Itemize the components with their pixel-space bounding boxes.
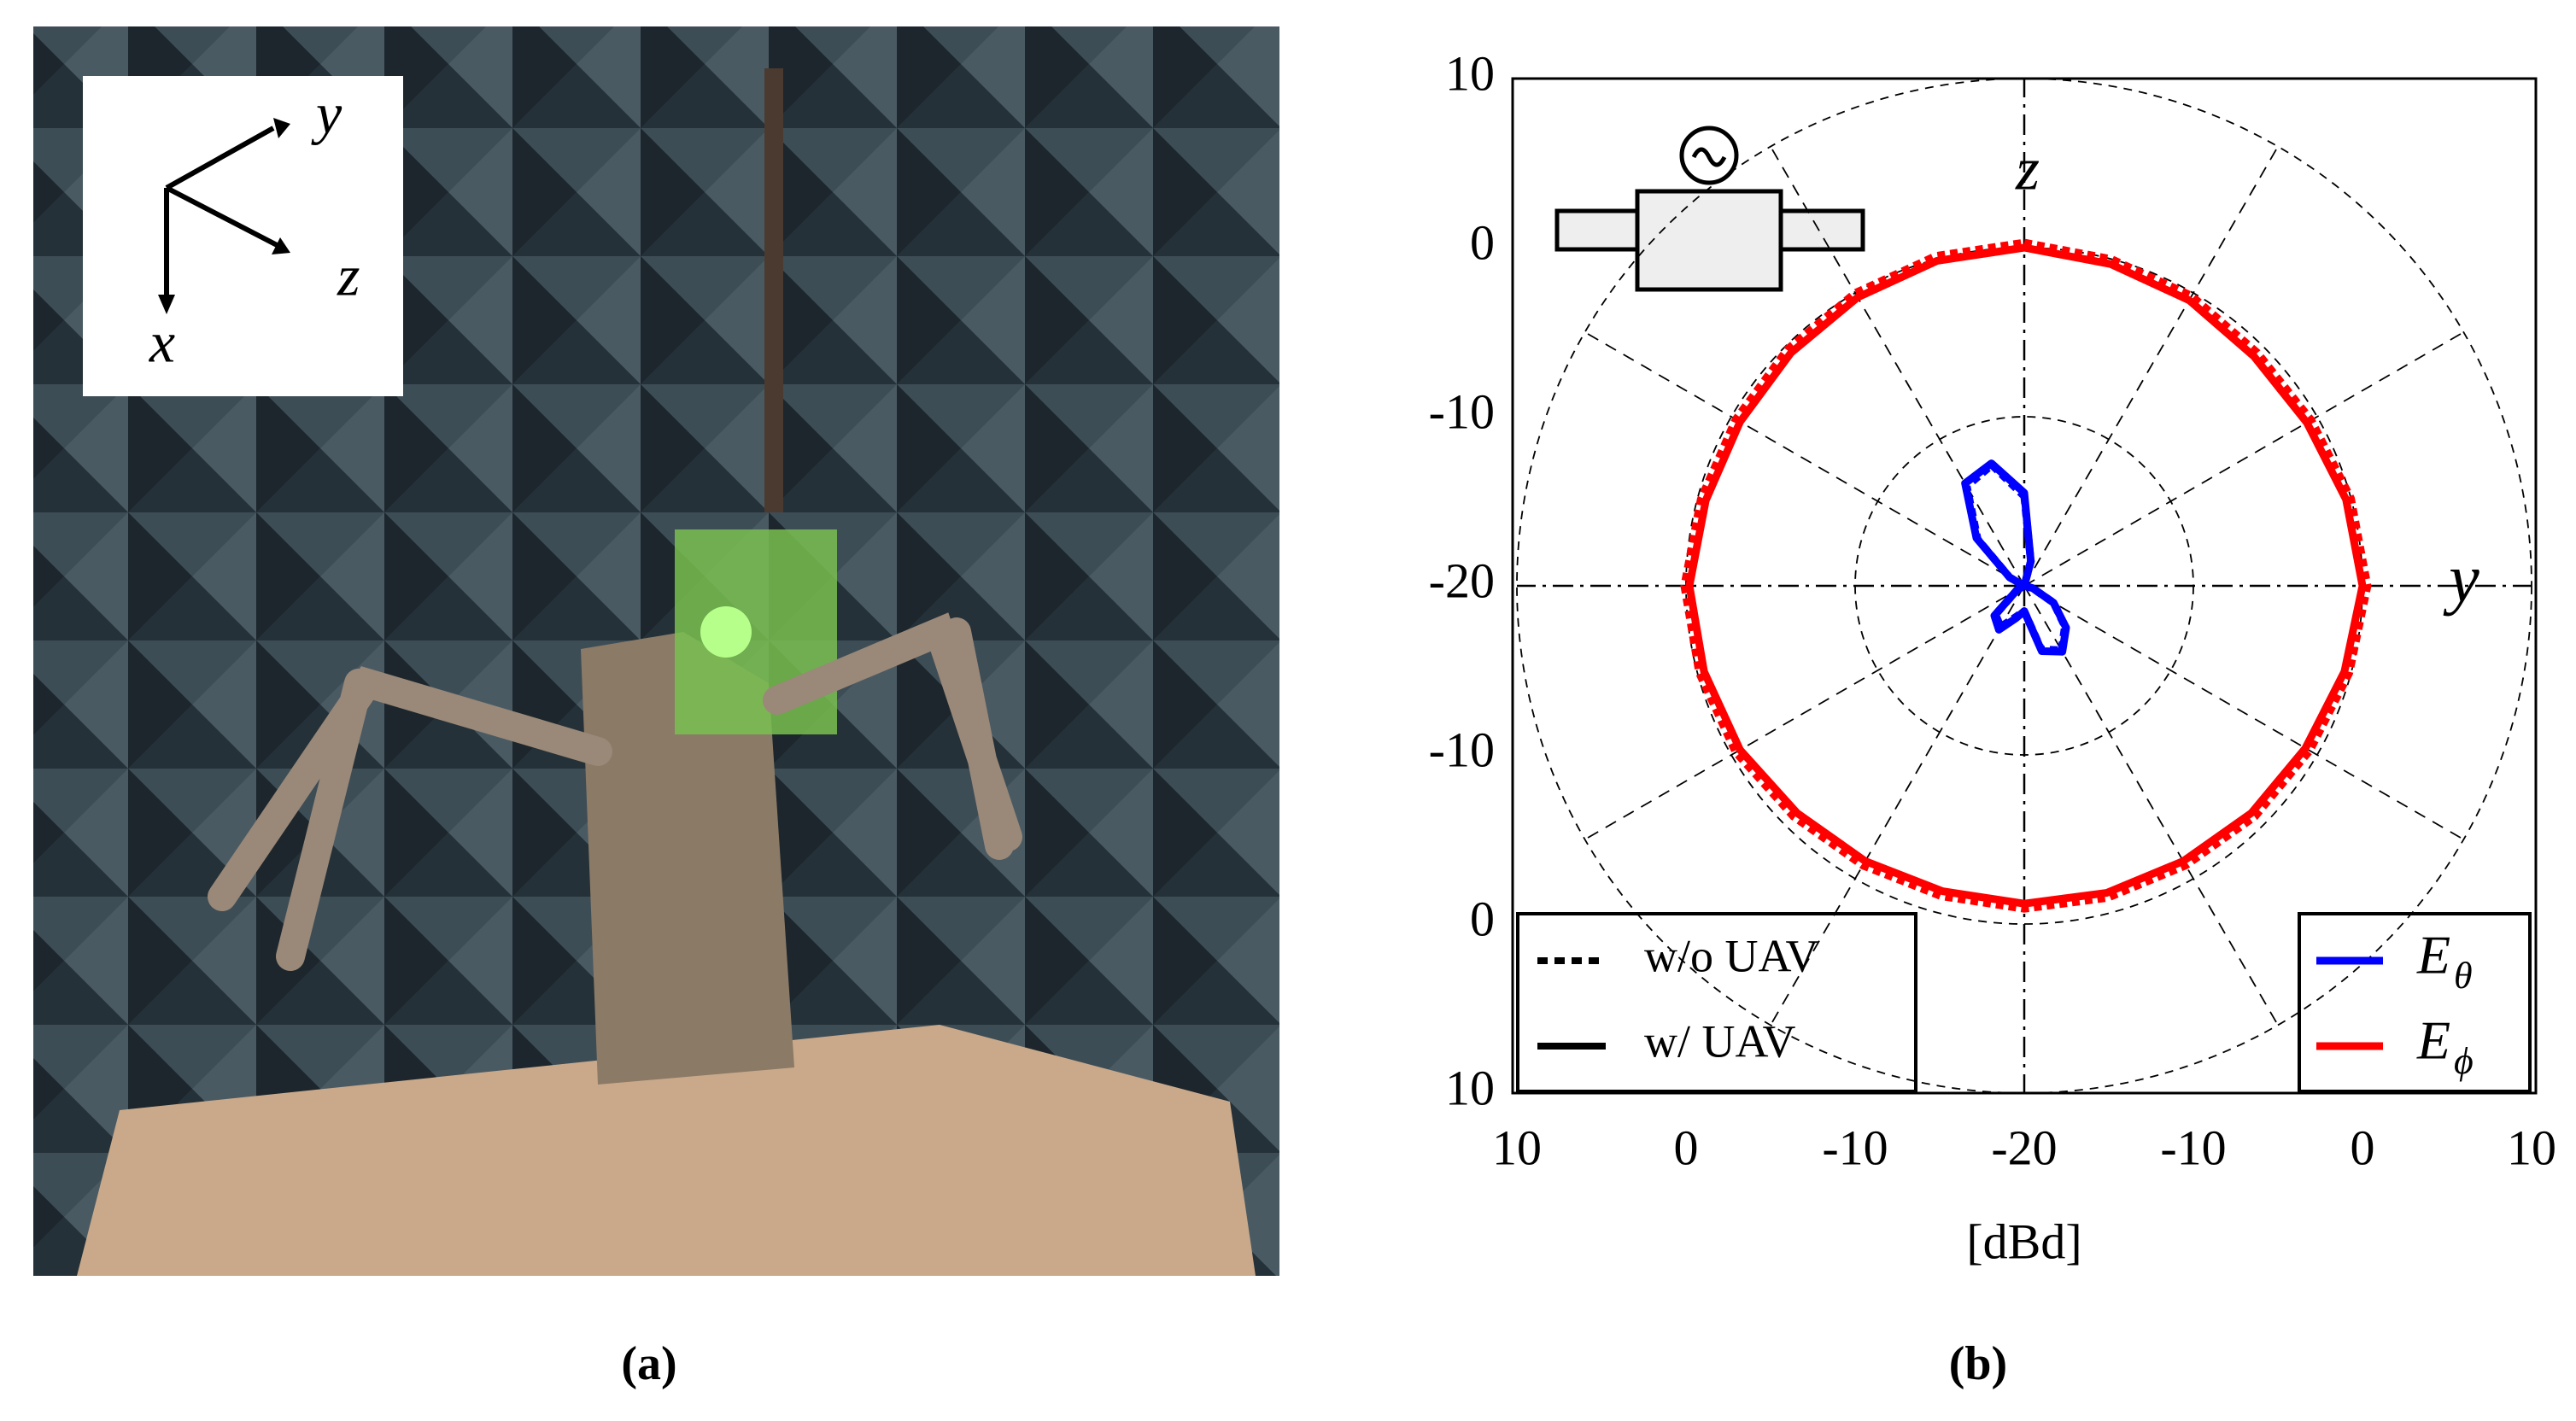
grid-circle (1516, 79, 2532, 1093)
legend-label-subscript: ϕ (2454, 1040, 2474, 1082)
legend-label: E (2416, 1010, 2450, 1071)
x-tick-label: -10 (1822, 1120, 1888, 1175)
photo-axis-label: z (337, 243, 360, 308)
y-tick-label: -20 (1429, 553, 1495, 608)
plot-area (1516, 79, 2532, 1093)
grid-spoke (1770, 146, 2025, 587)
series-line (1680, 238, 2372, 913)
x-tick-label: 0 (1674, 1120, 1699, 1175)
grid-spoke (2023, 585, 2464, 840)
y-tick-label: 10 (1445, 45, 1495, 101)
grid-spoke (2023, 331, 2464, 587)
grid-spoke (2023, 146, 2279, 587)
y-tick-label: 10 (1445, 1060, 1495, 1115)
legend-label: w/ UAV (1644, 1015, 1796, 1067)
antenna-icon (1554, 126, 1865, 292)
x-tick-label: 10 (1492, 1120, 1542, 1175)
x-axis-label: [dBd] (1966, 1213, 2081, 1269)
series-line (1961, 459, 2070, 656)
y-tick-label: -10 (1429, 383, 1495, 439)
y-tick-label: 0 (1470, 214, 1495, 270)
x-tick-label: -10 (2160, 1120, 2226, 1175)
legend-box (2298, 912, 2532, 1093)
legend-label: E (2416, 925, 2450, 985)
y-tick-label: 0 (1470, 891, 1495, 946)
grid-circle (1854, 416, 2194, 756)
x-tick-label: 10 (2507, 1120, 2556, 1175)
grid-spoke (2023, 585, 2279, 1026)
x-tick-label: 0 (2351, 1120, 2375, 1175)
axis-name: z (2015, 135, 2040, 203)
x-tick-label: -20 (1991, 1120, 2057, 1175)
legend-label: w/o UAV (1644, 930, 1819, 981)
axis-name: y (2443, 541, 2479, 617)
photo (33, 26, 1279, 1276)
grid-spoke (1584, 585, 2025, 840)
photo-axis-label: x (149, 310, 175, 375)
series-line (1685, 243, 2367, 908)
legend-label-subscript: θ (2454, 955, 2473, 997)
y-tick-label: -10 (1429, 722, 1495, 777)
photo-axis-label: y (311, 81, 342, 146)
caption: (b) (1949, 1337, 2007, 1390)
caption: (a) (621, 1337, 676, 1390)
grid-spoke (1584, 331, 2025, 587)
grid-spoke (1770, 585, 2025, 1026)
